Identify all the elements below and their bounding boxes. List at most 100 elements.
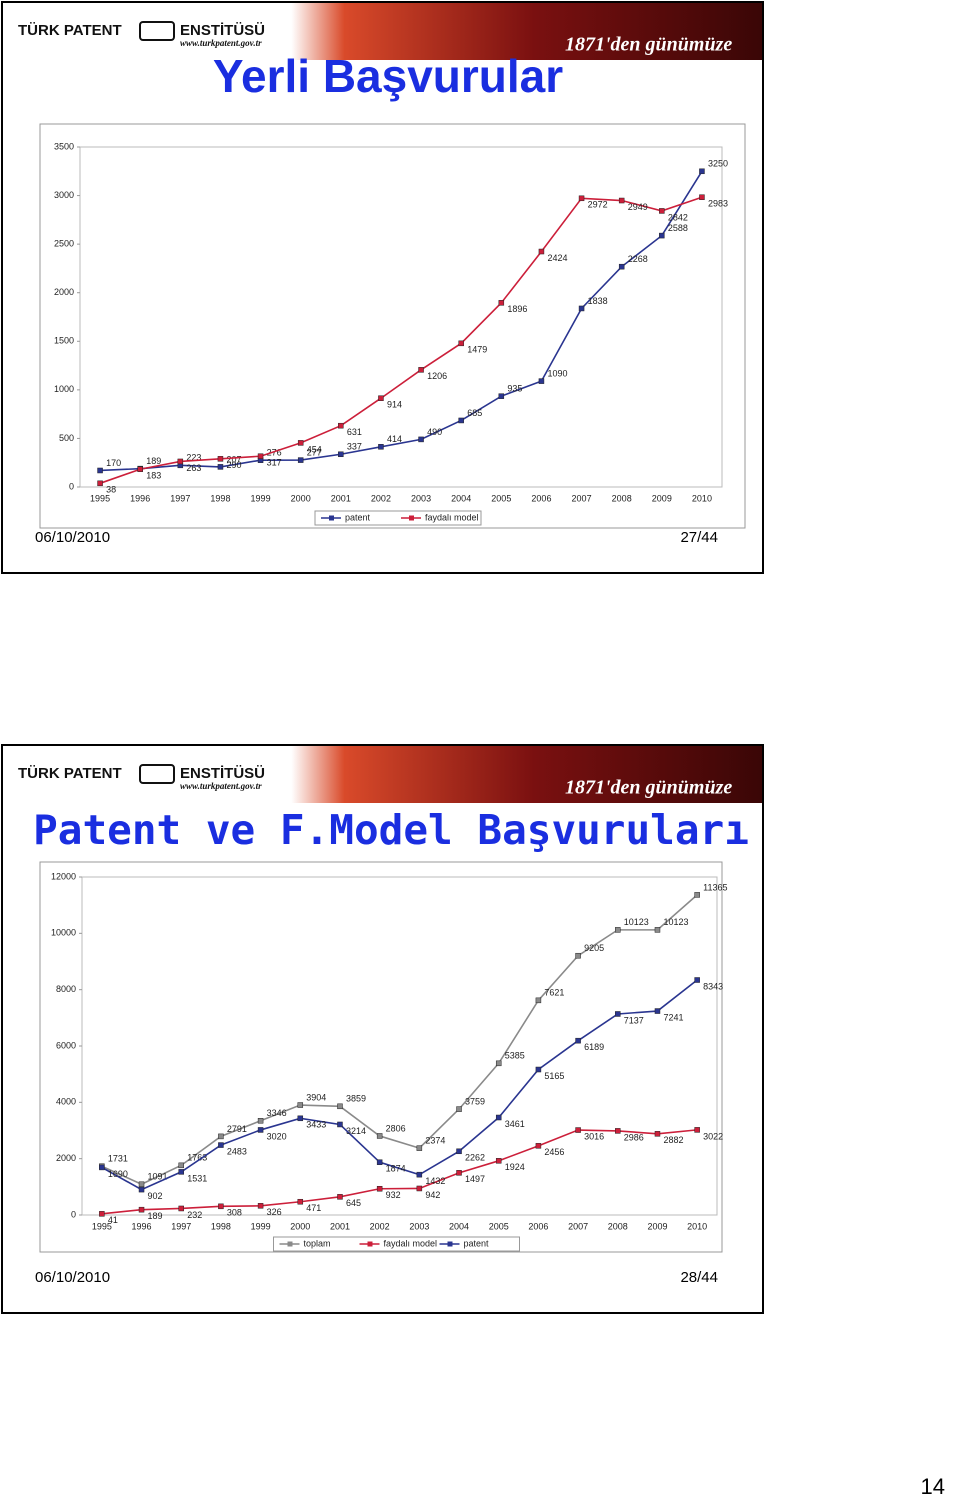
data-label: 2483: [227, 1146, 247, 1156]
data-label: 1874: [386, 1164, 406, 1174]
data-point: [659, 232, 665, 239]
data-point: [654, 1131, 661, 1137]
y-tick-label: 2000: [54, 287, 74, 297]
data-point: [498, 300, 505, 306]
data-point: [297, 440, 304, 446]
data-label: 490: [427, 427, 442, 437]
header-banner: [3, 3, 762, 60]
data-point: [99, 1211, 105, 1217]
brand2: ENSTİTÜSÜ: [180, 22, 265, 39]
x-tick-label: 1999: [251, 1221, 271, 1231]
data-point: [615, 927, 621, 933]
x-tick-label: 2002: [371, 493, 391, 503]
data-label: 5385: [505, 1051, 525, 1061]
data-label: 3461: [505, 1119, 525, 1129]
data-label: 6189: [584, 1042, 604, 1052]
series-line: [101, 979, 698, 1191]
data-point: [337, 1103, 343, 1110]
data-label: 263: [186, 463, 201, 473]
data-point: [97, 480, 103, 487]
data-label: 2983: [708, 199, 728, 209]
legend-label: faydalı model: [384, 1238, 438, 1248]
data-point: [416, 1171, 423, 1178]
legend-marker: [287, 1241, 293, 1247]
data-point: [297, 457, 304, 463]
x-tick-label: 2009: [652, 493, 672, 503]
data-point: [297, 1102, 304, 1108]
x-tick-label: 2004: [449, 1221, 469, 1231]
data-point: [338, 422, 344, 429]
chart-frame: [39, 861, 723, 1253]
legend-frame: [314, 510, 482, 526]
x-tick-label: 1997: [170, 493, 190, 503]
data-label: 2882: [663, 1135, 683, 1145]
data-label: 232: [187, 1210, 202, 1220]
data-label: 2986: [624, 1132, 644, 1142]
data-point: [575, 952, 581, 959]
slide-date: 06/10/2010: [35, 1269, 110, 1286]
data-label: 2949: [628, 202, 648, 212]
data-label: 2972: [588, 200, 608, 210]
data-label: 8343: [703, 981, 723, 991]
y-tick-label: 6000: [56, 1040, 76, 1050]
data-label: 3904: [306, 1092, 326, 1102]
legend-marker: [447, 1241, 453, 1247]
y-tick-label: 0: [69, 481, 74, 491]
y-tick-label: 12000: [51, 871, 76, 881]
x-tick-label: 2010: [687, 1221, 707, 1231]
data-label: 3759: [465, 1096, 485, 1106]
data-point: [177, 458, 184, 465]
x-tick-label: 1998: [211, 1221, 231, 1231]
data-label: 1924: [505, 1162, 525, 1172]
data-label: 932: [386, 1190, 401, 1200]
data-point: [178, 1169, 184, 1175]
data-label: 189: [146, 456, 161, 466]
url: www.turkpatent.gov.tr: [180, 781, 262, 791]
data-point: [456, 1106, 462, 1112]
x-tick-label: 2000: [291, 493, 311, 503]
data-label: 5165: [544, 1071, 564, 1081]
data-label: 170: [106, 458, 121, 468]
data-label: 631: [347, 427, 362, 437]
data-label: 38: [106, 485, 116, 495]
data-label: 11365: [703, 882, 727, 892]
series-line: [101, 1129, 698, 1215]
data-label: 290: [226, 460, 241, 470]
y-tick-label: 2500: [54, 239, 74, 249]
data-point: [376, 1133, 383, 1139]
data-point: [618, 263, 625, 270]
x-tick-label: 1999: [251, 493, 271, 503]
x-tick-label: 2008: [612, 493, 632, 503]
data-label: 454: [307, 444, 322, 454]
legend-frame: [273, 1236, 520, 1252]
data-point: [178, 1162, 184, 1169]
series-line: [100, 170, 703, 472]
data-point: [654, 1008, 661, 1014]
data-label: 1432: [425, 1176, 445, 1186]
x-tick-label: 2008: [608, 1221, 628, 1231]
brand-icon: [139, 21, 175, 41]
data-label: 645: [346, 1198, 361, 1208]
data-label: 1091: [148, 1172, 168, 1182]
x-tick-label: 2005: [491, 493, 511, 503]
x-tick-label: 2007: [568, 1221, 588, 1231]
data-label: 9205: [584, 943, 604, 953]
x-tick-label: 2001: [331, 493, 351, 503]
data-label: 1763: [187, 1153, 207, 1163]
series-line: [101, 894, 698, 1186]
data-label: 1531: [187, 1173, 207, 1183]
x-tick-label: 2002: [370, 1221, 390, 1231]
data-label: 277: [307, 447, 322, 457]
data-label: 189: [148, 1211, 163, 1221]
data-label: 1497: [465, 1174, 485, 1184]
slide-date: 06/10/2010: [35, 529, 110, 546]
x-tick-label: 1995: [90, 493, 110, 503]
data-point: [418, 436, 424, 443]
data-label: 3214: [346, 1126, 366, 1136]
data-label: 1690: [108, 1169, 128, 1179]
slide-page: 27/44: [680, 529, 718, 546]
data-label: 10123: [624, 917, 649, 927]
header-banner: [3, 746, 762, 803]
